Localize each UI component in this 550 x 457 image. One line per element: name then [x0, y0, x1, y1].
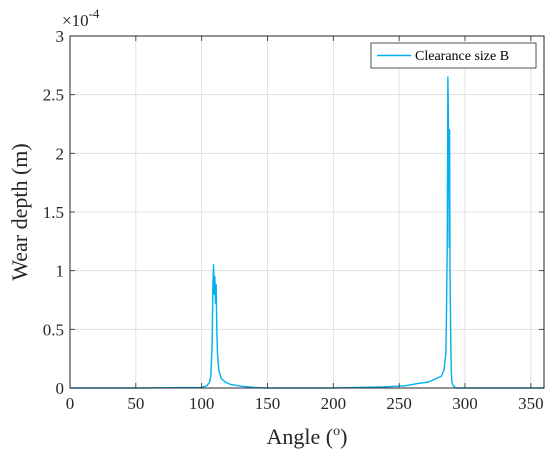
legend-label: Clearance size B: [415, 49, 509, 64]
x-axis-label-text: Angle (: [267, 424, 334, 449]
plot-frame: [69, 35, 545, 389]
x-tick-label: 0: [66, 394, 75, 413]
x-axis-label-superscript: o: [333, 424, 340, 439]
x-tick-label: 150: [255, 394, 281, 413]
series-line: [70, 76, 544, 389]
x-tick-label: 100: [189, 394, 215, 413]
x-axis-label-suffix: ): [340, 424, 347, 449]
legend: Clearance size B: [370, 42, 537, 69]
series-layer: [70, 76, 544, 389]
y-axis-label: Wear depth (m): [7, 143, 32, 281]
y-tick-label: 3: [56, 27, 65, 46]
x-tick-label: 200: [321, 394, 347, 413]
tick-labels: 0 50 100 150 200 250 300 350 0 0.5 1 1.5 2 2.5 3: [43, 27, 544, 413]
y-tick-label: 2: [56, 144, 65, 163]
y-tick-label: 2.5: [43, 86, 64, 105]
x-tick-label: 300: [452, 394, 478, 413]
y-axis-exponent: ×10-4: [62, 6, 100, 30]
x-tick-label: 50: [127, 394, 144, 413]
y-tick-label: 1: [56, 262, 65, 281]
y-exponent-value: -4: [89, 6, 100, 21]
y-tick-label: 1.5: [43, 203, 64, 222]
y-tick-label: 0: [56, 379, 65, 398]
y-tick-label: 0.5: [43, 320, 64, 339]
x-axis-label: Angle (o): [267, 424, 348, 449]
y-exponent-prefix: ×10: [62, 11, 89, 30]
x-tick-label: 350: [518, 394, 544, 413]
grid: [69, 35, 544, 389]
x-tick-label: 250: [386, 394, 412, 413]
